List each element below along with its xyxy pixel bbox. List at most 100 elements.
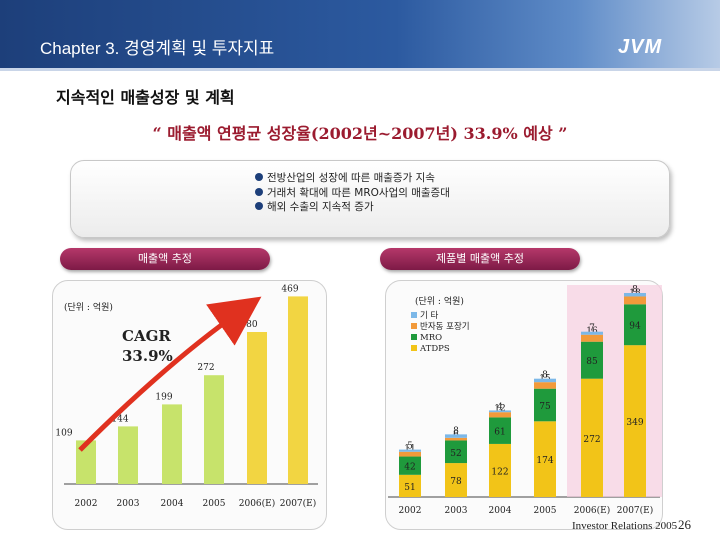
legend-swatch: [411, 312, 417, 318]
left-bar-2005: [204, 375, 224, 484]
headline: “ 매출액 연평균 성장율(2002년~2007년) 33.9% 예상 ”: [152, 124, 568, 143]
right-seg-value-label: 4: [497, 402, 503, 412]
right-bar-2004-반자동 포장기: [489, 412, 511, 418]
right-bar-2002-ATDPS: [399, 474, 421, 497]
bullet-item: 해외 수출의 지속적 증가: [255, 200, 450, 215]
right-bar-2003-ATDPS: [445, 463, 467, 497]
header-bar: [0, 0, 720, 68]
section-subtitle: 지속적인 매출성장 및 계획: [56, 88, 235, 107]
right-x-tick-label: 2005: [534, 506, 557, 516]
bullet-dot-icon: [255, 173, 263, 181]
right-seg-value-label: 75: [539, 402, 551, 412]
legend-swatch: [411, 334, 417, 340]
cagr-label: CAGR: [122, 327, 171, 345]
right-bar-2002-기 타: [399, 449, 421, 452]
bullet-dot-icon: [255, 187, 263, 196]
right-seg-value-label: 11: [404, 444, 415, 454]
right-bar-2007(E)-기 타: [624, 292, 646, 297]
right-seg-value-label: 8: [632, 285, 638, 295]
sales-estimate-pill: 매출액 추정: [60, 248, 270, 270]
bullet-item: 거래처 확대에 따른 MRO사업의 매출증대: [255, 186, 450, 201]
left-bar-2006(E): [247, 332, 267, 484]
legend-swatch: [411, 323, 417, 329]
company-logo: JVM: [618, 36, 663, 58]
right-bar-2002-반자동 포장기: [399, 451, 421, 457]
bullet-box: [70, 160, 670, 238]
right-x-tick-label: 2002: [399, 506, 422, 516]
right-bar-2005-ATDPS: [534, 421, 556, 497]
right-bar-2004-기 타: [489, 410, 511, 413]
right-x-tick-label: 2004: [489, 506, 512, 516]
bullet-item: 전방산업의 성장에 따른 매출증가 지속: [255, 171, 450, 186]
right-bar-2006(E)-ATDPS: [581, 378, 603, 497]
cagr-value: 33.9%: [122, 347, 173, 365]
right-seg-value-label: 61: [494, 428, 505, 438]
legend-swatch: [411, 345, 417, 351]
right-bar-2007(E)-반자동 포장기: [624, 296, 646, 305]
right-x-tick-label: 2006(E): [574, 505, 611, 516]
legend-label: MRO: [420, 333, 442, 343]
left-bar-2002: [76, 440, 96, 484]
product-sales-estimate-pill: 제품별 매출액 추정: [380, 248, 580, 270]
right-bar-2005-MRO: [534, 388, 556, 422]
right-seg-value-label: 94: [629, 322, 641, 332]
right-bar-2006(E)-반자동 포장기: [581, 334, 603, 342]
right-bar-2003-반자동 포장기: [445, 437, 467, 441]
left-bar-value-label: 272: [197, 363, 214, 373]
left-x-tick-label: 2006(E): [239, 498, 276, 509]
right-bar-2004-MRO: [489, 417, 511, 444]
right-bar-2003-기 타: [445, 434, 467, 438]
left-bar-2007(E): [288, 296, 308, 484]
left-bar-value-label: 469: [281, 284, 298, 294]
right-bar-2002-MRO: [399, 456, 421, 475]
right-bar-2003-MRO: [445, 440, 467, 464]
left-bar-value-label: 380: [240, 320, 257, 330]
right-bar-2007(E)-MRO: [624, 304, 646, 346]
right-seg-value-label: 349: [626, 418, 643, 428]
footer-text: Investor Relations 2005: [572, 520, 678, 532]
left-unit-label: (단위 : 억원): [64, 301, 113, 313]
right-bar-2006(E)-MRO: [581, 341, 603, 379]
right-x-tick-label: 2003: [445, 506, 468, 516]
right-bar-2007(E)-ATDPS: [624, 345, 646, 497]
left-chart-panel: [52, 280, 327, 530]
right-unit-label: (단위 : 억원): [415, 295, 464, 307]
right-seg-value-label: 174: [536, 456, 553, 466]
legend-label: 반자동 포장기: [420, 321, 470, 332]
left-x-tick-label: 2007(E): [280, 498, 317, 509]
page-number: 26: [678, 517, 691, 532]
right-seg-value-label: 7: [589, 324, 595, 334]
right-seg-value-label: 122: [491, 467, 508, 477]
left-bar-value-label: 144: [111, 414, 128, 424]
right-seg-value-label: 42: [404, 463, 415, 473]
right-bar-2006(E)-기 타: [581, 331, 603, 335]
right-seg-value-label: 8: [542, 371, 548, 381]
chapter-title: Chapter 3. 경영계획 및 투자지표: [40, 39, 275, 58]
bullet-dot-icon: [255, 202, 263, 210]
left-x-tick-label: 2003: [117, 499, 140, 509]
right-bar-2004-ATDPS: [489, 443, 511, 497]
bullet-list: 전방산업의 성장에 따른 매출증가 지속 거래처 확대에 따른 MRO사업의 매…: [255, 171, 450, 215]
right-seg-value-label: 8: [453, 426, 459, 436]
right-chart: (단위 : 억원)5142115200278526820031226112420…: [388, 285, 662, 516]
left-x-tick-label: 2002: [75, 499, 98, 509]
left-x-tick-label: 2005: [203, 499, 226, 509]
right-bar-2005-기 타: [534, 378, 556, 383]
right-x-tick-label: 2007(E): [617, 505, 654, 516]
right-seg-value-label: 12: [494, 404, 505, 414]
right-bar-2005-반자동 포장기: [534, 382, 556, 389]
left-bar-value-label: 109: [55, 428, 72, 438]
left-chart: (단위 : 억원) 109 2002 144 2003 199 2004 272 2005 380…: [55, 284, 318, 509]
right-seg-value-label: 78: [450, 477, 462, 487]
right-seg-value-label: 272: [583, 435, 600, 445]
right-seg-value-label: 52: [450, 449, 461, 459]
left-x-tick-label: 2004: [161, 499, 184, 509]
legend-label: 기 타: [420, 311, 439, 321]
right-seg-value-label: 5: [407, 442, 413, 452]
header-divider: [0, 68, 720, 71]
growth-arrow-icon: [78, 296, 262, 452]
left-bar-2004: [162, 404, 182, 484]
right-seg-value-label: 51: [404, 483, 415, 493]
legend-label: ATDPS: [419, 344, 450, 354]
